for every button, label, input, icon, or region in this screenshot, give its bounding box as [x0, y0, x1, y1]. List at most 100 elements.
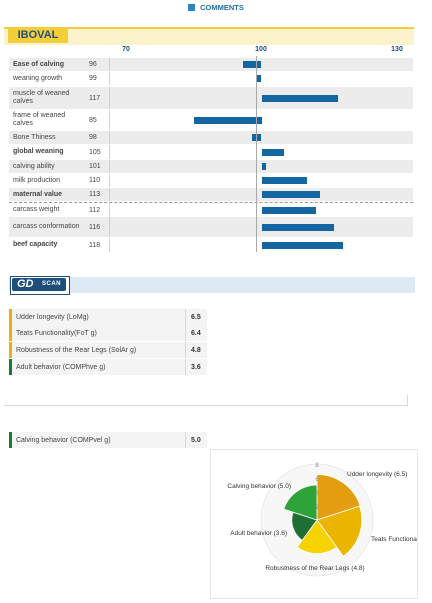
bar-calving-ability — [261, 163, 267, 170]
iboval-row-value: 105 — [89, 148, 101, 156]
gdscan-row-value: 4.8 — [191, 346, 201, 354]
row-marker — [9, 309, 12, 325]
gdscan-logo-text: GD — [17, 278, 34, 290]
cell-divider — [185, 309, 186, 325]
iboval-row: maternal value 113 — [9, 188, 413, 201]
iboval-row: weaning growth 99 — [9, 72, 413, 85]
polar-chart-panel: 2 4 6 8 Udder longevity (6.5) Teats Functiona… — [210, 449, 426, 599]
cell-divider — [109, 188, 110, 201]
iboval-row: muscle of weaned calves 117 — [9, 87, 413, 109]
bar-global-weaning — [261, 149, 285, 156]
gdscan-row: Robustness of the Rear Legs (SolAr g) 4.8 — [9, 342, 207, 358]
iboval-row-value: 101 — [89, 163, 101, 170]
bar-carcass-conformation — [261, 224, 334, 231]
iboval-row: beef capacity 118 — [9, 238, 413, 252]
iboval-header-band — [4, 27, 414, 45]
cell-divider — [109, 174, 110, 187]
row-marker — [9, 359, 12, 375]
polar-label-2: Robustness of the Rear Legs (4.8) — [265, 565, 364, 572]
polar-slice-2 — [296, 519, 338, 554]
iboval-row-label: Ease of calving — [13, 60, 64, 68]
iboval-row: carcass conformation 116 — [9, 217, 413, 237]
iboval-row: milk production 110 — [9, 174, 413, 187]
gdscan-row-label: Adult behavior (COMPhve g) — [16, 363, 106, 371]
cell-divider — [109, 217, 110, 237]
iboval-row: Bone Thiness 98 — [9, 131, 413, 144]
iboval-row-label: muscle of weaned calves — [13, 90, 70, 105]
axis-tick-70: 70 — [122, 46, 130, 53]
row-marker — [9, 325, 12, 341]
comments-link[interactable]: COMMENTS — [0, 3, 432, 12]
comments-icon — [188, 4, 196, 11]
iboval-title: IBOVAL — [8, 27, 68, 43]
iboval-row-label: frame of weaned calves — [13, 112, 66, 127]
iboval-row-value: 112 — [89, 206, 101, 214]
iboval-row-label: maternal value — [13, 190, 63, 198]
gdscan-row-value: 6.5 — [191, 313, 201, 321]
polar-label-4: Calving behavior (5.0) — [227, 483, 291, 490]
bar-muscle-of-weaned-calves — [261, 95, 339, 102]
iboval-row-value: 99 — [89, 75, 97, 82]
gdscan-header-band — [9, 277, 415, 293]
gdscan-row: Teats Functionality(FoT g) 6.4 — [9, 325, 207, 341]
row-marker — [9, 342, 12, 358]
cell-divider — [109, 110, 110, 130]
gdscan-row: Adult behavior (COMPhve g) 3.6 — [9, 359, 207, 375]
iboval-row-label: weaning growth — [13, 74, 63, 82]
radial-tick-label: 4 — [315, 491, 319, 497]
polar-slice-1 — [316, 505, 363, 557]
iboval-row-label: beef capacity — [13, 241, 58, 248]
iboval-row-value: 117 — [89, 94, 101, 102]
iboval-row: carcass weight 112 — [9, 202, 413, 217]
radial-tick-label: 8 — [315, 463, 319, 469]
cell-divider — [185, 342, 186, 358]
gdscan-row: Udder longevity (LoMg) 6.5 — [9, 309, 207, 325]
bar-maternal-value — [261, 191, 321, 198]
bar-ease-of-calving — [243, 61, 262, 68]
iboval-row: calving ability 101 — [9, 160, 413, 173]
gdscan-row-label: Teats Functionality(FoT g) — [16, 329, 97, 337]
iboval-row-value: 113 — [89, 191, 101, 198]
radial-tick-label: 2 — [315, 505, 319, 511]
gdscan-row-label: Calving behavior (COMPvel g) — [16, 436, 111, 444]
iboval-row-value: 85 — [89, 116, 97, 124]
reference-line-100 — [256, 56, 257, 252]
iboval-row-label: global weaning — [13, 148, 64, 155]
gdscan-logo: GD SCAN — [10, 276, 70, 295]
gdscan-row-value: 5.0 — [191, 436, 201, 444]
iboval-row-label: carcass conformation — [13, 223, 80, 230]
iboval-row: Ease of calving 96 — [9, 58, 413, 71]
cell-divider — [185, 432, 186, 448]
bar-frame-of-weaned-calves — [193, 117, 262, 124]
radial-tick-label: 6 — [315, 477, 319, 483]
iboval-row-value: 116 — [89, 223, 101, 231]
iboval-row-value: 98 — [89, 134, 97, 141]
iboval-row: frame of weaned calves 85 — [9, 110, 413, 130]
iboval-row-label: Bone Thiness — [13, 133, 56, 141]
section-divider — [4, 405, 408, 406]
gdscan-row-calving: Calving behavior (COMPvel g) 5.0 — [9, 432, 207, 448]
polar-chart: 2 4 6 8 Udder longevity (6.5) Teats Functiona… — [227, 463, 426, 577]
cell-divider — [109, 203, 110, 217]
cell-divider — [109, 238, 110, 252]
polar-label-3: Adult behavior (3.6) — [230, 530, 287, 537]
cell-divider — [109, 160, 110, 173]
iboval-row-value: 118 — [89, 241, 101, 249]
gdscan-row-value: 3.6 — [191, 363, 201, 371]
axis-tick-100: 100 — [255, 46, 267, 53]
bar-beef-capacity — [261, 242, 343, 249]
iboval-row-label: calving ability — [13, 162, 55, 170]
gdscan-row-label: Robustness of the Rear Legs (SolAr g) — [16, 346, 137, 354]
polar-label-1: Teats Functionality — [371, 536, 417, 543]
iboval-row-label: milk production — [13, 176, 61, 184]
iboval-row-value: 110 — [89, 177, 101, 184]
bar-weaning-growth — [256, 75, 262, 82]
cell-divider — [185, 325, 186, 341]
gdscan-row-value: 6.4 — [191, 329, 201, 337]
calving-marker — [9, 432, 12, 448]
cell-divider — [109, 145, 110, 159]
polar-slice-4 — [283, 484, 318, 521]
gdscan-logo-sub: SCAN — [42, 281, 62, 287]
cell-divider — [109, 131, 110, 144]
section-divider-end — [407, 395, 408, 406]
